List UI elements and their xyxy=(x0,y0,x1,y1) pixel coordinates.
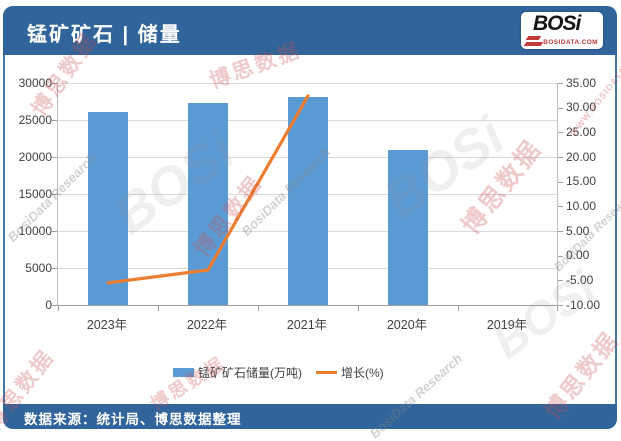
axis-tick xyxy=(558,107,563,109)
gridline xyxy=(58,83,557,84)
x-axis-label: 2019年 xyxy=(486,318,528,332)
y-axis-right-label: 35.00 xyxy=(566,75,597,90)
y-axis-right-label: 20.00 xyxy=(566,149,597,164)
axis-tick xyxy=(558,231,563,232)
axis-tick xyxy=(558,83,563,84)
axis-tick xyxy=(558,255,563,257)
x-axis-labels: 2023年 2022年 2021年 2020年 2019年 xyxy=(57,314,558,332)
legend-label-growth: 增长(%) xyxy=(341,366,384,380)
logo-stripe-icon xyxy=(525,36,542,40)
axis-tick xyxy=(558,280,563,282)
page-title: 锰矿矿石 | 储量 xyxy=(27,24,182,46)
x-axis-label: 2020年 xyxy=(386,318,428,332)
y-axis-right: 35.00 30.00 25.00 20.00 15.00 10.00 5.00 0.00 -5… xyxy=(566,76,618,312)
y-axis-left-label: 0 xyxy=(45,297,52,312)
axis-tick xyxy=(52,157,57,158)
axis-tick xyxy=(52,231,57,232)
bosi-logo: BOSi BOSIDATA.COM xyxy=(521,12,603,49)
legend-line-swatch-icon xyxy=(316,371,337,374)
axis-tick xyxy=(358,306,359,311)
bosi-logo-domain: BOSIDATA.COM xyxy=(543,39,598,46)
x-axis-label: 2021年 xyxy=(286,318,328,332)
bar-2020年 xyxy=(388,149,428,305)
plot-area xyxy=(52,83,563,311)
y-axis-left-label: 5000 xyxy=(25,260,52,275)
axis-tick xyxy=(58,306,59,311)
axis-tick xyxy=(52,83,57,84)
axis-tick xyxy=(558,132,563,134)
data-source-text: 数据来源：统计局、博思数据整理 xyxy=(24,412,242,427)
y-axis-right-label: 30.00 xyxy=(566,100,597,115)
legend: 锰矿矿石储量(万吨) 增长(%) xyxy=(173,364,384,381)
y-axis-right-label: -5.00 xyxy=(566,272,594,287)
legend-item-growth: 增长(%) xyxy=(316,364,384,381)
axis-tick xyxy=(52,305,57,306)
axis-tick xyxy=(258,306,259,311)
axis-tick xyxy=(52,194,57,195)
axis-tick xyxy=(158,306,159,311)
x-axis-label: 2022年 xyxy=(186,318,228,332)
axis-tick xyxy=(558,157,563,158)
y-axis-right-label: 5.00 xyxy=(566,223,590,238)
y-axis-right-label: 10.00 xyxy=(566,198,597,213)
x-axis-label: 2023年 xyxy=(86,318,128,332)
y-axis-left-label: 30000 xyxy=(18,75,52,90)
legend-bar-swatch-icon xyxy=(173,368,194,377)
logo-stripe-icon xyxy=(523,42,544,46)
y-axis-left-label: 25000 xyxy=(18,112,52,127)
y-axis-right-label: -10.00 xyxy=(566,297,601,312)
bar-2021年 xyxy=(288,97,328,305)
axis-tick xyxy=(52,120,57,121)
header-bar: 锰矿矿石 | 储量 BOSi BOSIDATA.COM xyxy=(3,6,617,55)
y-axis-left-label: 15000 xyxy=(18,186,52,201)
y-axis-left: 0 5000 10000 15000 20000 25000 30000 xyxy=(0,76,52,312)
axis-tick xyxy=(458,306,459,311)
axis-tick xyxy=(558,206,563,208)
bar-2023年 xyxy=(88,111,128,305)
y-axis-left-label: 10000 xyxy=(18,223,52,238)
y-axis-right-label: 15.00 xyxy=(566,174,597,189)
axis-tick xyxy=(558,181,563,183)
axis-tick xyxy=(52,268,57,269)
growth-line-path xyxy=(106,94,310,285)
legend-item-reserves: 锰矿矿石储量(万吨) xyxy=(173,364,302,381)
axis-tick xyxy=(558,305,563,306)
y-axis-right-label: 0.00 xyxy=(566,248,590,263)
y-axis-left-label: 20000 xyxy=(18,149,52,164)
footer-bar: 数据来源：统计局、博思数据整理 xyxy=(3,404,617,429)
y-axis-right-label: 25.00 xyxy=(566,124,597,139)
bosi-logo-text: BOSi xyxy=(533,12,581,35)
legend-label-reserves: 锰矿矿石储量(万吨) xyxy=(198,366,302,380)
growth-line xyxy=(106,94,310,285)
axis-tick xyxy=(557,306,558,311)
